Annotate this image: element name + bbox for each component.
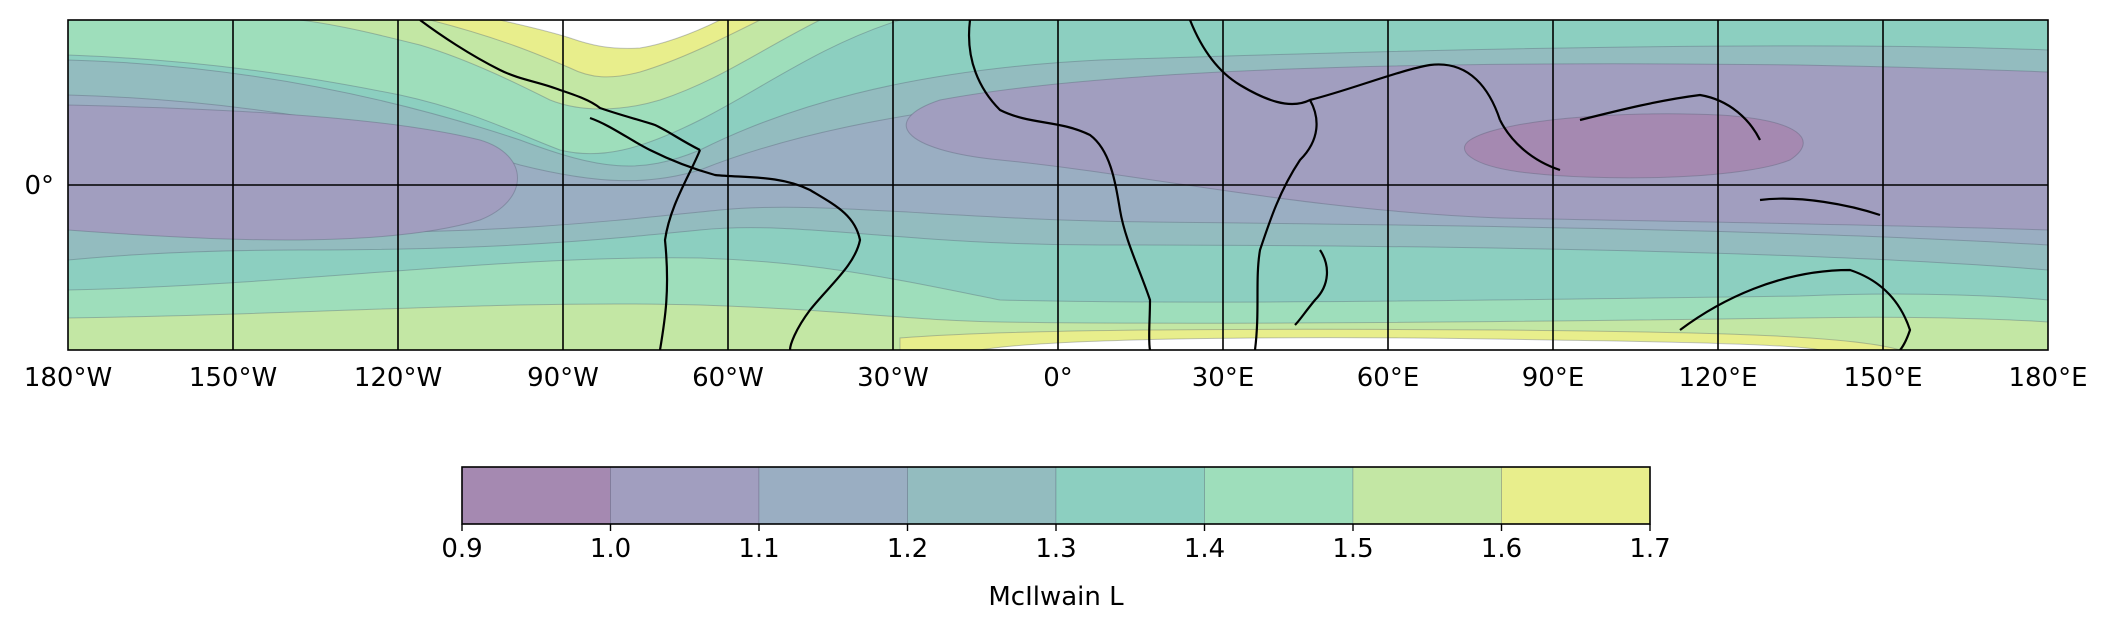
lon-tick-label: 0°	[1043, 363, 1073, 393]
colorbar-tick-label: 1.6	[1481, 534, 1522, 564]
lon-tick-label: 90°E	[1522, 363, 1585, 393]
latitude-tick-labels: 0°	[24, 171, 54, 201]
colorbar-tick-label: 1.5	[1332, 534, 1373, 564]
coastline-8	[1759, 197, 1881, 217]
colorbar-tick-label: 1.4	[1184, 534, 1225, 564]
coastline-9	[1679, 268, 1912, 350]
lon-tick-label: 30°E	[1192, 363, 1255, 393]
lon-tick-label: 120°E	[1678, 363, 1757, 393]
colorbar-tick-labels: 0.9 1.0 1.1 1.2 1.3 1.4 1.5 1.6 1.7	[441, 524, 1671, 564]
colorbar-cell	[907, 466, 1057, 525]
colorbar-tick-label: 1.2	[887, 534, 928, 564]
gridlines	[68, 20, 2048, 350]
lon-tick-label: 150°E	[1843, 363, 1922, 393]
contour-band-3	[979, 337, 1821, 350]
lon-tick-label: 120°W	[354, 363, 442, 393]
colorbar-cell	[461, 466, 611, 525]
colorbar-cell	[610, 466, 760, 525]
colorbar: 0.9 1.0 1.1 1.2 1.3 1.4 1.5 1.6 1.7 McIlwain L	[441, 466, 1671, 612]
contour-band-10	[68, 104, 518, 241]
colorbar-tick-label: 1.7	[1629, 534, 1670, 564]
colorbar-tick-label: 1.0	[590, 534, 631, 564]
lon-tick-label: 150°W	[189, 363, 277, 393]
colorbar-cell	[758, 466, 908, 525]
coastline-3	[968, 20, 1152, 350]
coastline-2	[658, 149, 702, 350]
coastline-6	[1499, 119, 1561, 172]
coastline-0	[419, 20, 701, 151]
lat-tick-label: 0°	[24, 171, 54, 201]
colorbar-tick-label: 0.9	[441, 534, 482, 564]
longitude-tick-labels: 180°W 150°W 120°W 90°W 60°W 30°W 0° 30°E 60°E 90°…	[24, 363, 2088, 393]
lon-tick-label: 60°W	[692, 363, 764, 393]
colorbar-cell	[1352, 466, 1502, 525]
colorbar-cell	[1204, 466, 1354, 525]
contour-band-7	[499, 20, 721, 49]
colorbar-tick-label: 1.1	[738, 534, 779, 564]
coastline-10	[1294, 249, 1328, 326]
colorbar-cell	[1501, 466, 1651, 525]
lon-tick-label: 90°W	[527, 363, 599, 393]
coastline-5	[1309, 63, 1502, 121]
lon-tick-label: 180°W	[24, 363, 112, 393]
colorbar-label: McIlwain L	[988, 582, 1124, 612]
lon-tick-label: 180°E	[2008, 363, 2087, 393]
coastlines	[419, 20, 1912, 350]
lon-tick-label: 30°W	[857, 363, 929, 393]
coastline-4	[1188, 20, 1318, 350]
map-area: 180°W 150°W 120°W 90°W 60°W 30°W 0° 30°E 60°E 90°…	[24, 19, 2088, 393]
coastline-7	[1579, 93, 1761, 141]
colorbar-tick-label: 1.3	[1035, 534, 1076, 564]
lon-tick-label: 60°E	[1357, 363, 1420, 393]
coastline-1	[589, 116, 862, 350]
map-frame	[67, 19, 2049, 351]
colorbar-cell	[1055, 466, 1205, 525]
colorbar-cells	[461, 466, 1651, 525]
